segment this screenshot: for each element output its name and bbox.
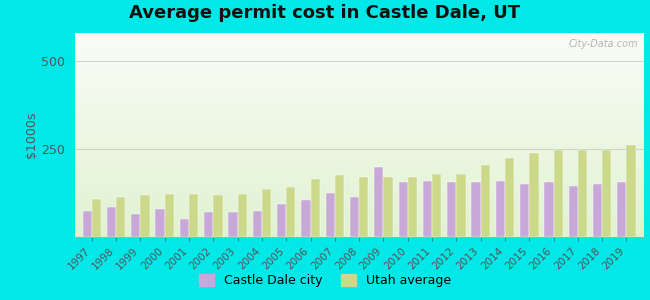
Bar bbox=[350, 196, 359, 237]
Bar bbox=[471, 182, 480, 237]
Bar bbox=[384, 177, 393, 237]
Bar bbox=[520, 184, 529, 237]
Bar bbox=[618, 182, 627, 237]
Bar bbox=[204, 212, 213, 237]
Bar bbox=[286, 187, 296, 237]
Bar bbox=[311, 179, 320, 237]
Bar bbox=[262, 189, 271, 237]
Bar bbox=[529, 153, 538, 237]
Bar bbox=[359, 177, 369, 237]
Bar bbox=[496, 181, 505, 237]
Bar bbox=[131, 214, 140, 237]
Bar bbox=[277, 204, 286, 237]
Bar bbox=[447, 182, 456, 237]
Bar bbox=[456, 174, 465, 237]
Bar bbox=[83, 211, 92, 237]
Bar bbox=[544, 182, 554, 237]
Legend: Castle Dale city, Utah average: Castle Dale city, Utah average bbox=[194, 269, 456, 292]
Bar bbox=[554, 150, 563, 237]
Bar bbox=[228, 212, 238, 237]
Bar bbox=[213, 196, 222, 237]
Bar bbox=[302, 200, 311, 237]
Bar bbox=[374, 167, 384, 237]
Text: Average permit cost in Castle Dale, UT: Average permit cost in Castle Dale, UT bbox=[129, 4, 521, 22]
Bar bbox=[155, 209, 164, 237]
Y-axis label: $1000s: $1000s bbox=[25, 112, 38, 158]
Bar bbox=[422, 181, 432, 237]
Bar bbox=[505, 158, 514, 237]
Bar bbox=[164, 194, 174, 237]
Bar bbox=[92, 199, 101, 237]
Bar bbox=[398, 182, 408, 237]
Bar bbox=[189, 194, 198, 237]
Bar bbox=[253, 211, 262, 237]
Bar bbox=[116, 196, 125, 237]
Bar bbox=[593, 184, 602, 237]
Bar bbox=[335, 176, 344, 237]
Bar bbox=[140, 196, 150, 237]
Bar bbox=[432, 174, 441, 237]
Bar bbox=[569, 186, 578, 237]
Bar bbox=[180, 219, 189, 237]
Bar bbox=[480, 165, 490, 237]
Bar bbox=[107, 207, 116, 237]
Text: City-Data.com: City-Data.com bbox=[568, 39, 638, 49]
Bar bbox=[578, 150, 587, 237]
Bar bbox=[627, 145, 636, 237]
Bar bbox=[408, 177, 417, 237]
Bar bbox=[602, 150, 612, 237]
Bar bbox=[238, 194, 247, 237]
Bar bbox=[326, 193, 335, 237]
